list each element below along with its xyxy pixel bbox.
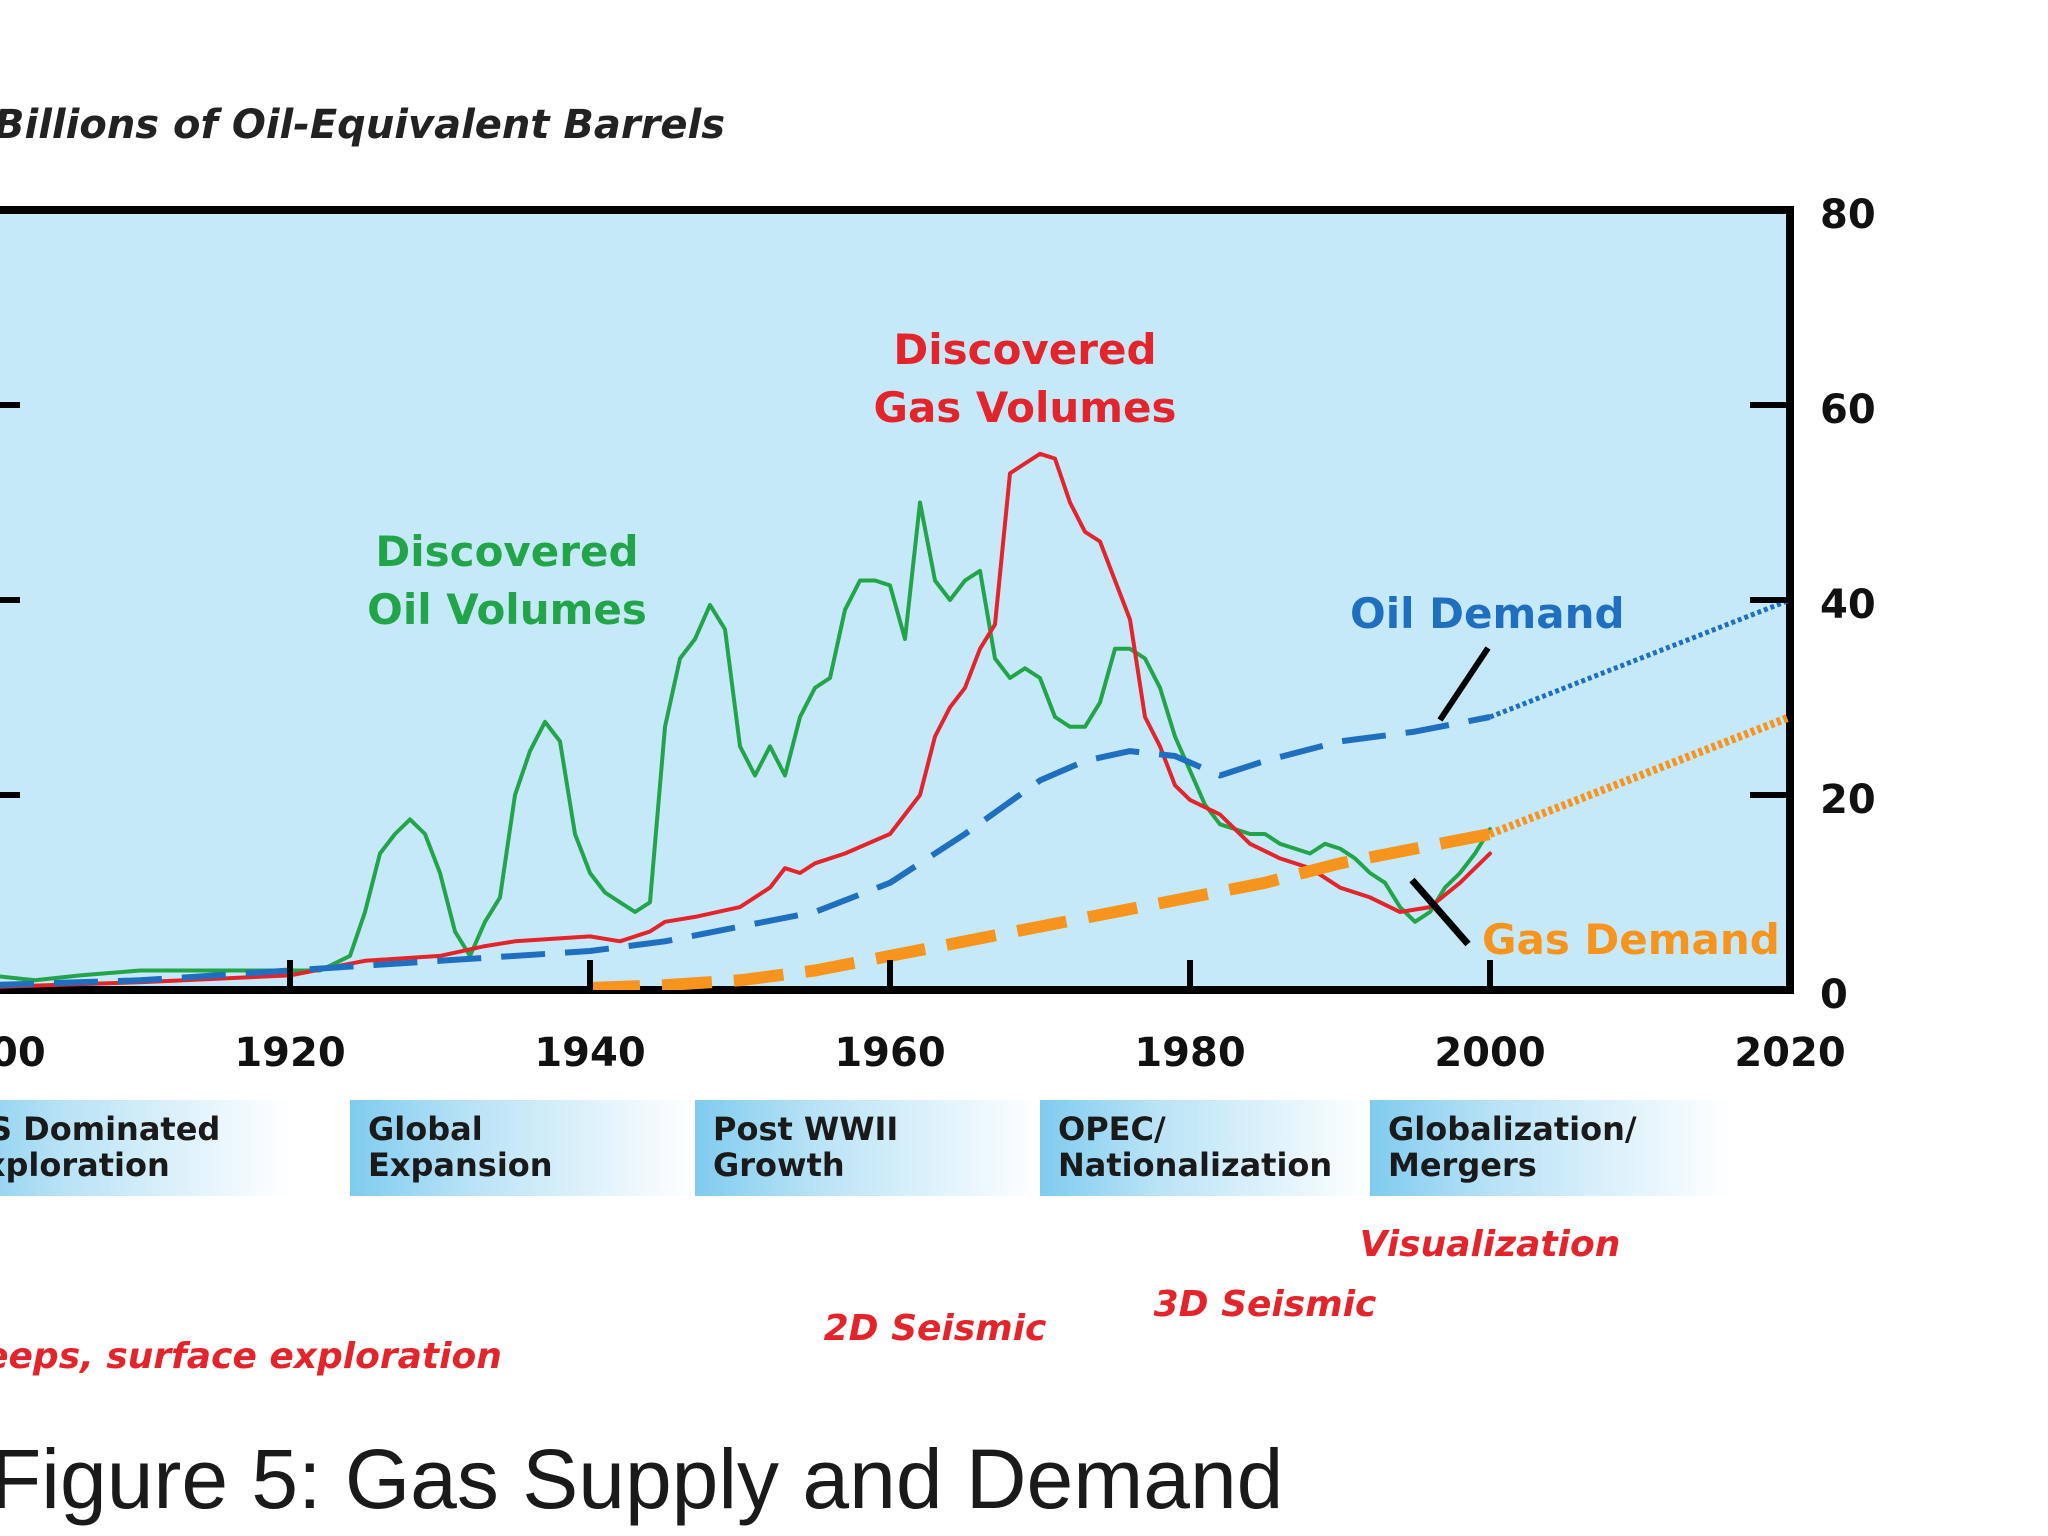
era-label-1-line2: Exploration bbox=[0, 1146, 170, 1184]
series-line-discovered-gas-volumes bbox=[0, 451, 1492, 989]
figure-caption: Figure 5: Gas Supply and Demand bbox=[0, 1432, 1283, 1526]
series-line-oil-demand-projected bbox=[1489, 597, 1790, 720]
x-tick-label-2020: 2020 bbox=[1734, 1030, 1845, 1076]
series-line-discovered-oil-volumes bbox=[0, 500, 1492, 983]
label-leaders bbox=[1409, 646, 1491, 947]
series-labels: Discovered Oil Volumes Discovered Gas Volum… bbox=[367, 325, 1780, 964]
series-label-gas-demand-line1: Gas Demand bbox=[1482, 915, 1780, 964]
series-line-gas-demand-projected bbox=[1488, 713, 1790, 838]
era-band-2 bbox=[350, 1100, 695, 1196]
technology-labels: Seeps, surface exploration 2D Seismic 3D S… bbox=[0, 1224, 1620, 1377]
era-label-5-line1: Globalization/ bbox=[1388, 1110, 1637, 1148]
series-label-discovered-oil-volumes-line2: Oil Volumes bbox=[367, 585, 647, 634]
tech-label-3d-seismic: 3D Seismic bbox=[1154, 1284, 1377, 1325]
era-label-4-line1: OPEC/ bbox=[1058, 1110, 1166, 1148]
x-tick-label-1920: 1920 bbox=[234, 1030, 345, 1076]
axes: 0 20 40 60 80 1900 1920 1940 1960 1980 2000 2020 bbox=[0, 192, 1876, 1076]
era-label-5-line2: Mergers bbox=[1388, 1146, 1537, 1184]
era-label-3-line1: Post WWII bbox=[713, 1110, 898, 1148]
tech-label-2d-seismic: 2D Seismic bbox=[824, 1308, 1047, 1349]
y-tick-label-40: 40 bbox=[1820, 582, 1876, 628]
era-label-2-line1: Global bbox=[368, 1110, 483, 1148]
tech-label-visualization: Visualization bbox=[1360, 1224, 1621, 1265]
series-line-oil-demand bbox=[0, 714, 1491, 988]
y-tick-label-0: 0 bbox=[1820, 972, 1848, 1018]
x-tick-label-2000: 2000 bbox=[1434, 1030, 1545, 1076]
oil-demand-leader bbox=[1437, 646, 1491, 722]
series-label-oil-demand-line1: Oil Demand bbox=[1350, 589, 1625, 638]
gas-demand-leader bbox=[1409, 877, 1471, 947]
era-band-3 bbox=[695, 1100, 1040, 1196]
era-label-1-line1: US Dominated bbox=[0, 1110, 220, 1148]
x-tick-label-1900: 1900 bbox=[0, 1030, 46, 1076]
tech-label-seeps-surface-exploration: Seeps, surface exploration bbox=[0, 1336, 502, 1377]
era-band-4 bbox=[1040, 1100, 1370, 1196]
y-axis-label: Billions of Oil-Equivalent Barrels bbox=[0, 102, 725, 148]
series-label-discovered-gas-volumes-line1: Discovered bbox=[893, 325, 1156, 374]
x-tick-label-1960: 1960 bbox=[834, 1030, 945, 1076]
y-tick-label-20: 20 bbox=[1820, 777, 1876, 823]
series-label-discovered-oil-volumes-line1: Discovered bbox=[375, 527, 638, 576]
plot-marks bbox=[0, 451, 1790, 990]
era-band-5 bbox=[1370, 1100, 1730, 1196]
x-tick-label-1940: 1940 bbox=[534, 1030, 645, 1076]
y-tick-label-80: 80 bbox=[1820, 192, 1876, 238]
y-tick-label-60: 60 bbox=[1820, 387, 1876, 433]
series-line-gas-demand bbox=[589, 828, 1492, 990]
era-band-1 bbox=[0, 1100, 290, 1196]
x-tick-label-1980: 1980 bbox=[1134, 1030, 1245, 1076]
series-label-discovered-gas-volumes-line2: Gas Volumes bbox=[873, 383, 1176, 432]
era-label-3-line2: Growth bbox=[713, 1146, 845, 1184]
era-label-2-line2: Expansion bbox=[368, 1146, 553, 1184]
era-label-4-line2: Nationalization bbox=[1058, 1146, 1332, 1184]
